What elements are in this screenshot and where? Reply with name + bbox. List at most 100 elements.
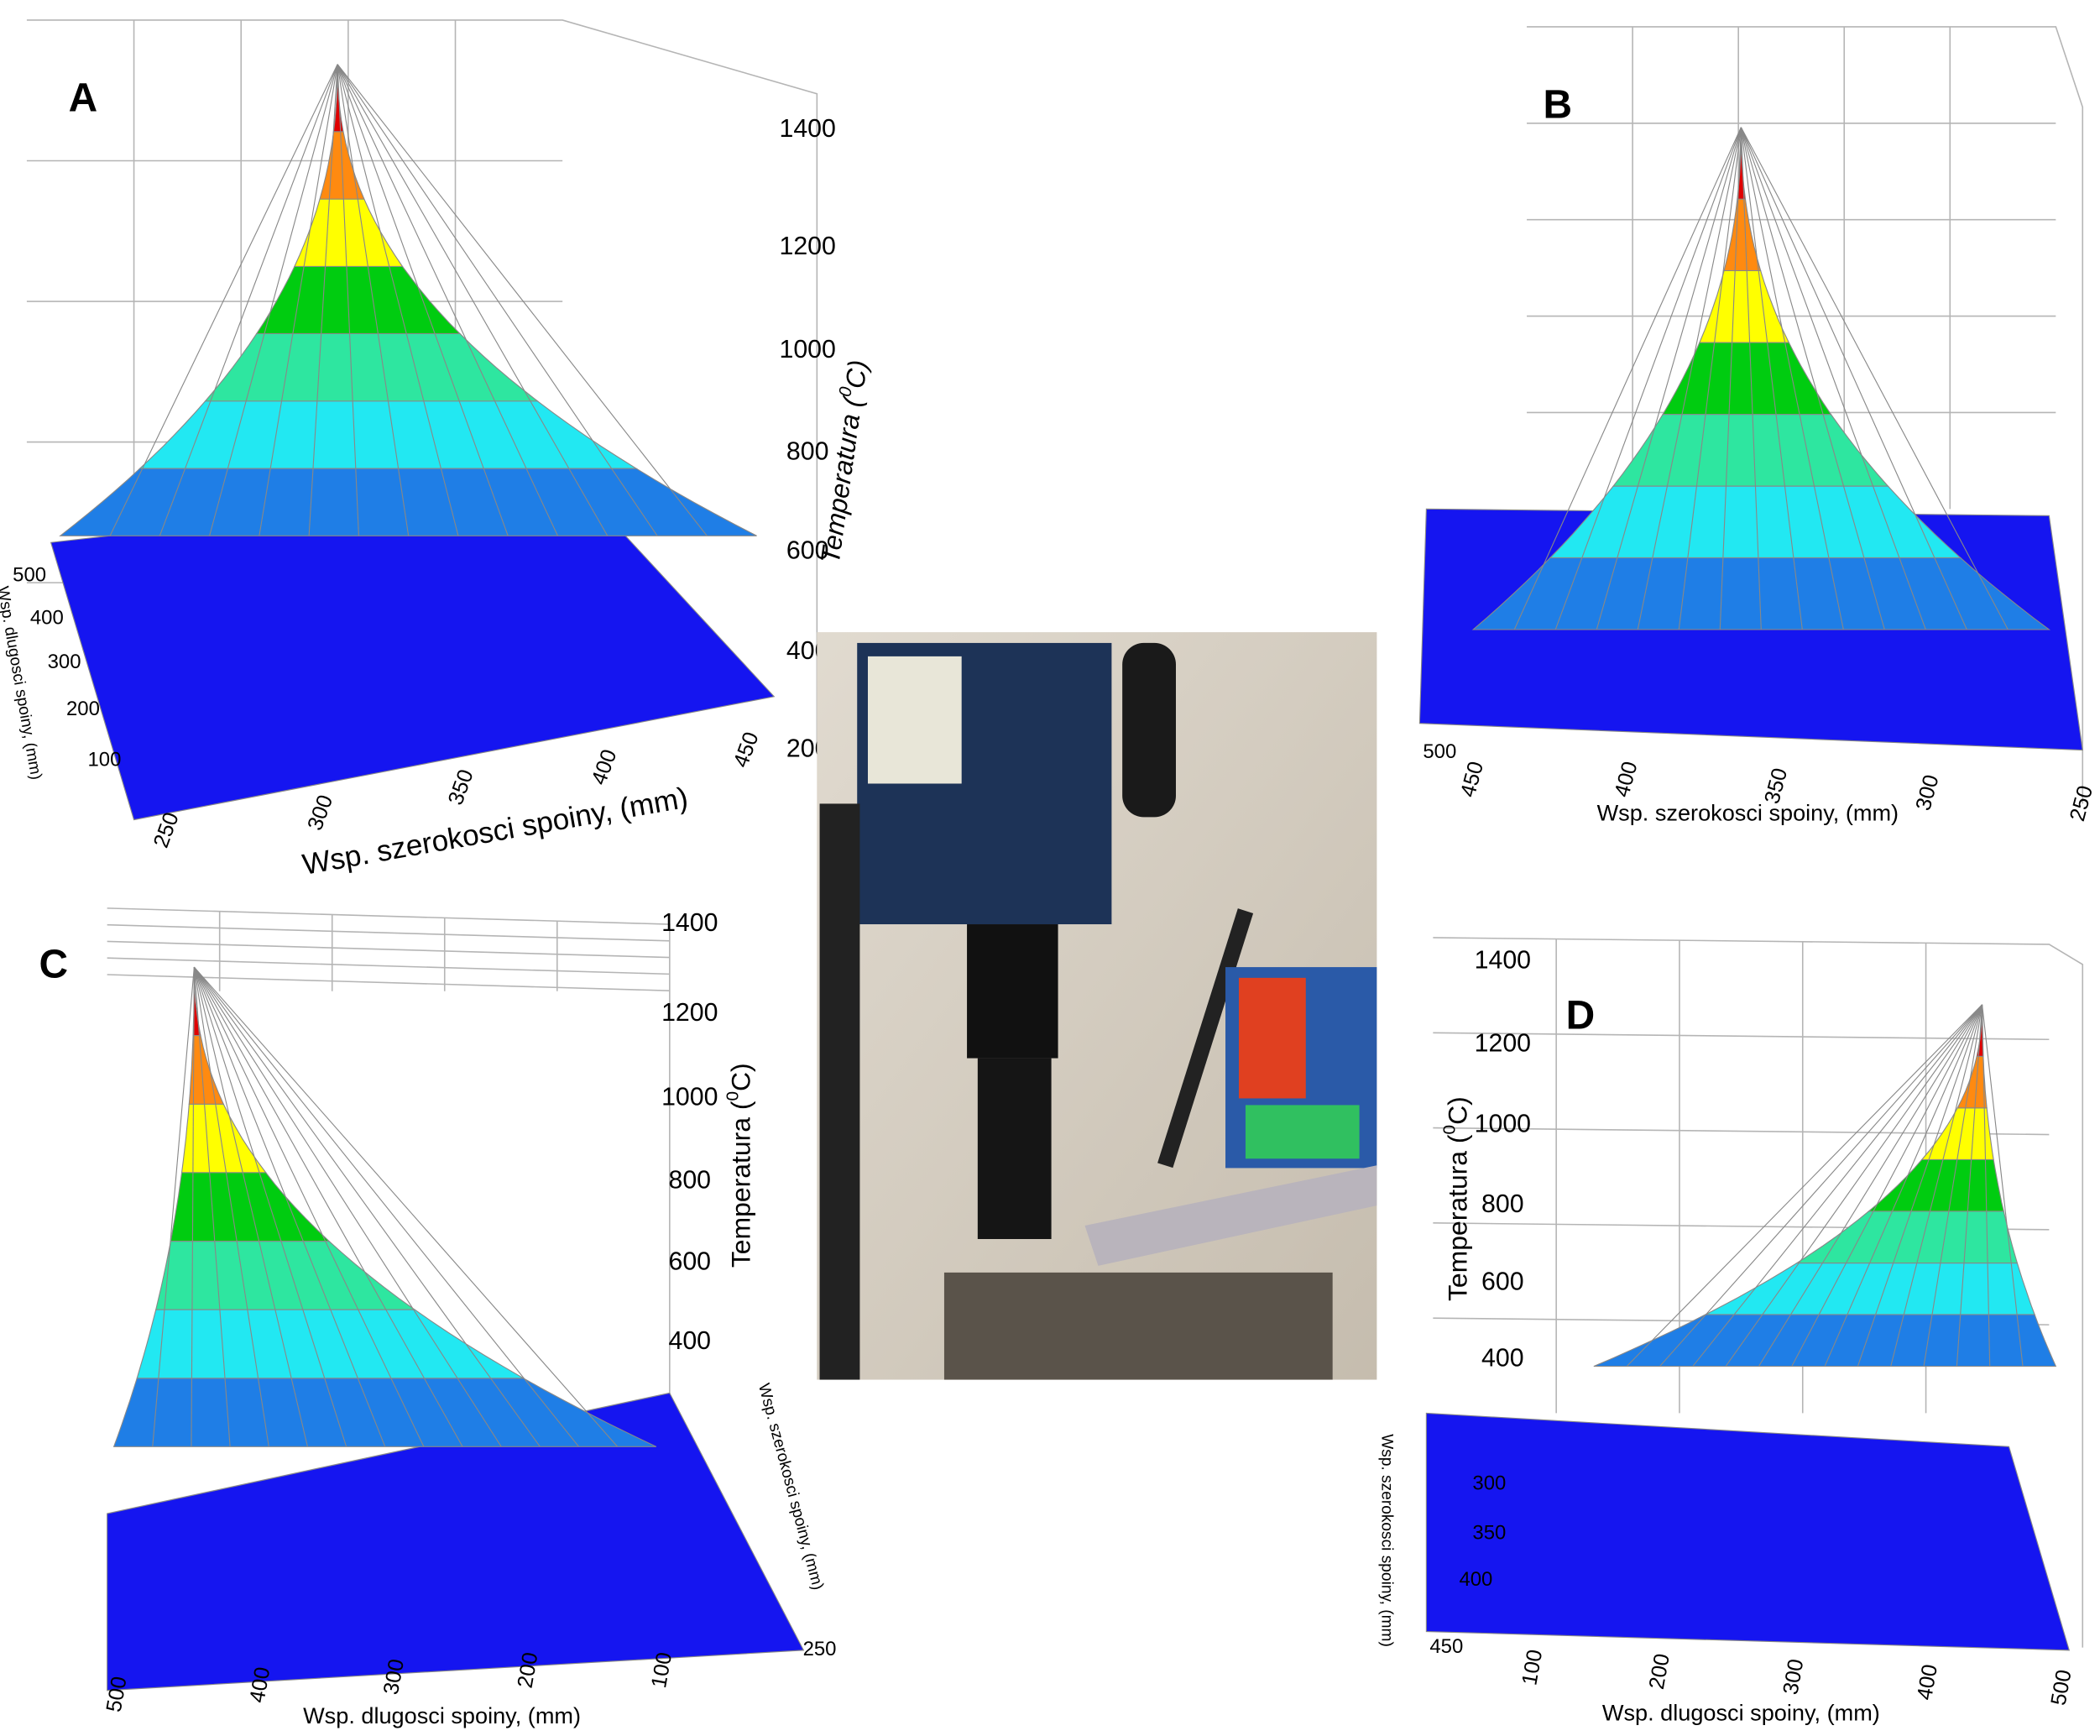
mesh-line (1982, 1004, 1991, 1367)
y-tick-label: 200 (66, 698, 100, 720)
z-title-part: C) (839, 358, 873, 390)
grid-line (1433, 1032, 2050, 1041)
x-tick-label: 300 (303, 792, 337, 834)
surface-panel: A 1400 1200 1000 800 600 400 200 Temperatura (0C… (0, 19, 874, 881)
mesh-line (337, 64, 558, 536)
z-title-part: C) (1443, 1096, 1473, 1125)
mesh-line (193, 966, 347, 1447)
mesh-line (193, 966, 425, 1447)
mesh-line (193, 967, 231, 1447)
mesh-line (191, 967, 195, 1447)
mesh-line (1554, 127, 1742, 630)
z-title-part: C) (726, 1063, 756, 1091)
z-title-superscript: 0 (724, 1091, 743, 1101)
mesh-line (1740, 127, 1926, 630)
mesh-line (337, 64, 410, 536)
y-tick-label: 350 (1472, 1521, 1506, 1544)
mesh-line (152, 967, 195, 1447)
mesh-line (1596, 127, 1742, 630)
mesh-line (1857, 1004, 1983, 1367)
lens-tube (977, 1058, 1052, 1239)
grid-line (107, 940, 670, 959)
x-tick-label: 100 (647, 1650, 676, 1690)
x-tick-label: 450 (729, 729, 764, 771)
z-tick-label: 400 (668, 1327, 711, 1355)
mesh-line (1890, 1004, 1983, 1367)
z-tick-label: 800 (1481, 1190, 1524, 1218)
mesh-line (337, 64, 658, 536)
x-tick-label: 200 (514, 1650, 543, 1690)
z-axis-title: Temperatura (0C) (1439, 1096, 1472, 1301)
surface-band (138, 400, 638, 469)
surface-band (1699, 269, 1790, 343)
mesh-line (337, 64, 708, 536)
mesh-line (193, 966, 502, 1447)
mesh-line (337, 64, 359, 536)
grid-line (107, 957, 670, 975)
specimen (1084, 1165, 1377, 1266)
surface-band (1593, 1314, 2057, 1367)
mesh-line (337, 64, 509, 536)
x-tick-label: 400 (245, 1665, 274, 1705)
surface-band (59, 468, 757, 536)
mesh-line (193, 966, 386, 1447)
x-tick-label: 500 (2047, 1668, 2076, 1707)
mesh-line (1513, 127, 1742, 630)
y-tick-label: 500 (13, 563, 46, 586)
z-tick-label: 1000 (1475, 1110, 1531, 1137)
mesh-line (1740, 127, 2009, 630)
mesh-line (1791, 1004, 1983, 1367)
x-tick-label: 200 (1645, 1652, 1674, 1692)
x-tick-label: 400 (1913, 1663, 1942, 1702)
mesh-line (193, 966, 308, 1447)
mesh-line (1626, 1004, 1982, 1367)
mesh-line (1719, 127, 1742, 630)
grid-line (107, 923, 670, 942)
surface-plateau (1425, 1412, 2071, 1651)
mesh-line (193, 966, 541, 1447)
mesh-line (1659, 1004, 1982, 1367)
plot-box (26, 19, 818, 750)
surface-band (1549, 485, 1962, 559)
z-tick-label: 1400 (779, 115, 835, 143)
y-tick-label: 400 (1459, 1568, 1492, 1591)
camera-lens (967, 924, 1058, 1059)
z-title-part: Temperatura ( (815, 393, 869, 566)
z-tick-label: 1200 (1475, 1030, 1531, 1058)
x-tick-label: 500 (102, 1675, 132, 1714)
x-tick-label: 250 (2066, 783, 2097, 824)
plot-box (1527, 26, 2084, 804)
monitor-thermal (1238, 977, 1306, 1099)
surface-band (112, 1378, 657, 1447)
z-tick-label: 800 (786, 437, 829, 465)
mesh-line (1923, 1004, 1983, 1367)
z-tick-label: 600 (668, 1248, 711, 1276)
x-axis-title: Wsp. dlugosci spoiny, (mm) (1602, 1700, 1880, 1726)
z-title-superscript: 0 (835, 385, 855, 398)
z-tick-label: 1200 (779, 233, 835, 260)
x-axis-title: Wsp. dlugosci spoiny, (mm) (303, 1702, 581, 1728)
table (943, 1272, 1333, 1380)
mesh-line (1725, 1004, 1983, 1367)
mesh-line (308, 64, 338, 536)
mesh-line (1956, 1004, 1983, 1367)
x-tick-label: 400 (588, 746, 622, 788)
x-tick-label: 350 (444, 766, 478, 808)
z-tick-label: 1400 (1475, 947, 1531, 975)
y-axis-title: Wsp. szerokosci spoiny, (mm) (755, 1382, 827, 1592)
mesh-line (193, 966, 463, 1447)
mesh-line (1740, 127, 1762, 630)
panel-label: D (1566, 993, 1596, 1038)
y-tick-label: 400 (30, 607, 64, 630)
y-tick-label: 450 (1429, 1635, 1463, 1658)
z-tick-label: 1200 (661, 999, 718, 1027)
mesh-line (259, 64, 338, 536)
z-tick-label: 600 (1481, 1268, 1524, 1296)
mesh-line (209, 64, 338, 536)
surface-band (1723, 198, 1762, 272)
mesh-line (337, 64, 609, 536)
mesh-line (1824, 1004, 1983, 1367)
